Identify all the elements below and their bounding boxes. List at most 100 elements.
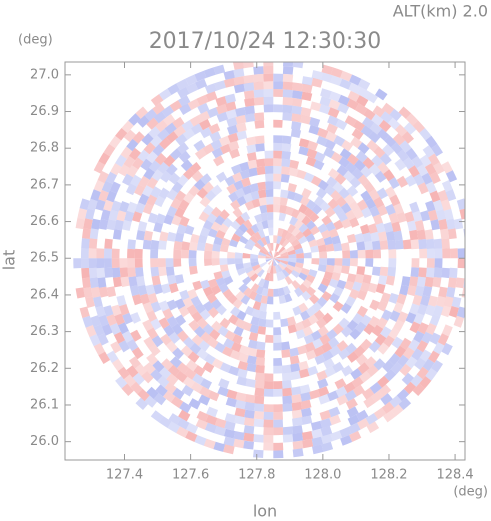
echo-cell [202,204,214,216]
echo-cell [98,351,111,364]
echo-cell [190,296,202,307]
echo-cell [236,376,248,386]
echo-cell [377,375,390,388]
echo-cell [258,251,267,257]
echo-cell [368,315,380,328]
echo-cell [302,326,314,337]
echo-cell [305,274,316,284]
echo-cell [158,317,170,329]
echo-cell [457,258,465,269]
echo-cell [195,418,208,430]
echo-cell [228,314,239,325]
y-tick-label: 26.2 [30,361,59,376]
echo-cell [141,371,154,384]
echo-cell [425,200,436,212]
echo-cell [254,214,263,224]
echo-cell [316,296,328,308]
echo-cell [87,198,98,211]
echo-cell [388,353,401,366]
echo-cell [144,395,158,408]
echo-cell [319,410,332,421]
echo-cell [171,215,182,226]
echo-cell [273,258,280,264]
echo-cell [363,323,375,335]
echo-cell [379,266,389,277]
echo-cell [430,219,440,231]
echo-cell [330,190,342,202]
echo-cell [447,277,457,289]
echo-cell [465,248,473,258]
echo-cell [362,274,372,285]
echo-cell [389,194,401,207]
echo-cell [357,86,370,99]
echo-cell [328,228,339,238]
echo-cell [292,425,303,435]
echo-cell [239,161,250,172]
echo-cell [227,251,236,259]
echo-cell [281,269,290,278]
echo-cell [90,315,101,328]
echo-cell [357,418,370,430]
echo-cell [101,180,113,193]
y-tick-label: 26.3 [30,324,59,339]
echo-cell [111,258,120,268]
echo-cell [230,220,241,231]
echo-cell [352,120,365,132]
echo-cell [449,248,458,259]
echo-cell [289,159,300,170]
echo-cell [273,150,283,159]
echo-cell [282,89,293,98]
echo-cell [384,135,397,148]
echo-cell [146,386,159,399]
echo-cell [385,230,395,242]
echo-cell [196,348,209,360]
echo-cell [333,286,344,297]
echo-cell [188,250,197,259]
echo-cell [425,135,438,149]
echo-cell [402,239,412,250]
echo-cell [401,131,414,144]
chart-title: 2017/10/24 12:30:30 [149,29,382,54]
echo-cell [281,166,291,176]
echo-cell [265,181,274,190]
echo-cell [240,177,251,188]
echo-cell [267,227,274,236]
echo-cell [116,210,127,222]
echo-cell [387,239,396,250]
echo-cell [284,266,293,275]
echo-cell [287,190,297,201]
echo-cell [298,283,309,294]
echo-cell [445,170,458,183]
echo-cell [273,181,282,190]
echo-cell [340,202,352,214]
echo-cell [128,113,141,126]
echo-cell [346,273,357,283]
echo-cell [187,351,200,363]
echo-cell [134,258,143,268]
echo-cell [169,148,182,161]
echo-cell [325,131,337,143]
echo-cell [433,305,444,317]
echo-cell [126,183,137,196]
y-tick-label: 26.7 [30,177,59,192]
echo-cell [261,287,269,297]
echo-cell [249,273,259,282]
echo-cell [279,197,288,206]
echo-cell [461,287,465,298]
echo-cell [282,97,293,106]
echo-cell [203,67,216,78]
echo-cell [294,247,304,255]
echo-cell [380,111,393,124]
echo-cell [349,258,358,267]
echo-cell [314,309,325,321]
echo-cell [302,228,313,238]
echo-cell [165,266,175,276]
echo-cell [196,187,208,199]
echo-cell [214,215,226,226]
echo-cell [146,177,159,189]
echo-cell [212,243,221,252]
echo-cell [89,228,99,240]
echo-cell [292,82,303,92]
echo-cell [412,210,423,222]
echo-cell [199,386,211,398]
